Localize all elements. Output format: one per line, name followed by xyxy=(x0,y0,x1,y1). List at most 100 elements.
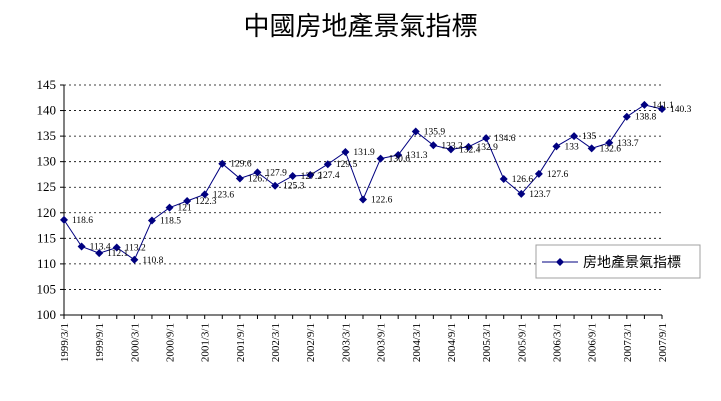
y-tick-label-110: 110 xyxy=(37,256,56,271)
data-point-marker xyxy=(446,145,455,154)
x-tick-label: 2000/3/1 xyxy=(129,323,141,362)
data-point-marker xyxy=(359,195,367,204)
data-label: 126.7 xyxy=(248,175,270,185)
data-label: 112.1 xyxy=(107,249,128,259)
legend-marker xyxy=(556,258,564,266)
data-label: 110.8 xyxy=(142,256,163,266)
data-point-marker xyxy=(394,151,403,160)
x-tick-label: 2003/3/1 xyxy=(340,323,352,362)
y-tick-label-100: 100 xyxy=(37,307,57,322)
data-label: 133.7 xyxy=(617,139,639,149)
data-point-marker xyxy=(200,190,209,199)
x-tick-label: 2004/3/1 xyxy=(411,323,423,362)
x-tick-label: 2002/3/1 xyxy=(270,323,282,362)
data-point-marker xyxy=(517,189,526,198)
data-point-marker xyxy=(482,134,491,143)
data-point-marker xyxy=(271,181,280,190)
x-tick-label: 2001/3/1 xyxy=(200,323,212,362)
data-point-marker xyxy=(534,169,543,178)
data-label: 118.6 xyxy=(72,216,93,226)
data-label: 132.9 xyxy=(477,143,499,153)
data-label: 118.5 xyxy=(160,216,181,226)
x-tick-label: 2007/3/1 xyxy=(622,323,634,362)
x-tick-label: 2000/9/1 xyxy=(165,323,177,362)
data-label: 132.6 xyxy=(600,144,622,154)
data-label: 122.3 xyxy=(195,197,217,207)
data-label: 141.1 xyxy=(652,101,674,111)
data-point-marker xyxy=(235,174,244,183)
data-point-marker xyxy=(323,160,332,169)
y-tick-label-115: 115 xyxy=(37,230,56,245)
legend-label: 房地產景氣指標 xyxy=(583,254,681,271)
data-label: 129.6 xyxy=(230,160,252,170)
x-tick-label: 1999/9/1 xyxy=(94,323,106,362)
series-group xyxy=(60,100,666,264)
data-label: 126.6 xyxy=(512,175,534,185)
data-label: 131.9 xyxy=(353,148,375,158)
data-point-marker xyxy=(376,154,385,163)
data-point-marker xyxy=(411,127,420,136)
data-label: 113.2 xyxy=(125,244,146,254)
y-axis-ticks: 100 105 110 115 120 125 130 135 140 145 xyxy=(37,77,64,322)
data-point-marker xyxy=(605,138,614,147)
data-point-marker xyxy=(658,105,666,114)
chart-title: 中國房地產景氣指標 xyxy=(243,12,478,42)
legend: 房地產景氣指標 xyxy=(535,244,701,279)
data-label: 121 xyxy=(178,204,193,214)
data-point-marker xyxy=(288,171,297,180)
data-label: 135.9 xyxy=(424,128,446,138)
data-label: 134.6 xyxy=(494,134,516,144)
data-label: 125.3 xyxy=(283,182,305,192)
data-label: 123.6 xyxy=(213,190,235,200)
data-label: 130.6 xyxy=(389,155,411,165)
data-point-marker xyxy=(570,132,579,141)
x-tick-label: 2006/9/1 xyxy=(587,323,599,362)
data-point-marker xyxy=(130,255,139,264)
data-point-marker xyxy=(218,159,227,168)
x-tick-label: 2001/9/1 xyxy=(235,323,247,362)
data-label: 123.7 xyxy=(529,190,551,200)
data-point-marker xyxy=(112,243,121,252)
x-tick-label: 2002/9/1 xyxy=(305,323,317,362)
data-point-marker xyxy=(165,203,174,212)
data-label: 131.3 xyxy=(406,151,428,161)
data-label: 133 xyxy=(564,142,579,152)
data-point-marker xyxy=(183,197,192,206)
data-label: 127.4 xyxy=(318,171,340,181)
data-label: 129.5 xyxy=(336,160,358,170)
x-tick-label: 1999/3/1 xyxy=(59,323,71,362)
y-tick-label-135: 135 xyxy=(37,128,57,143)
data-label: 127.9 xyxy=(265,168,287,178)
data-point-marker xyxy=(587,144,596,153)
data-labels: 118.6113.4112.1113.2110.8118.5121122.312… xyxy=(72,101,692,266)
data-point-marker xyxy=(60,215,68,224)
data-label: 122.6 xyxy=(371,195,393,205)
series-line xyxy=(63,104,663,261)
y-tick-label-145: 145 xyxy=(37,77,57,92)
y-tick-label-125: 125 xyxy=(37,179,57,194)
data-label: 140.3 xyxy=(670,105,692,115)
data-point-marker xyxy=(77,242,86,251)
x-tick-label: 2005/9/1 xyxy=(516,323,528,362)
data-label: 138.8 xyxy=(635,113,657,123)
x-tick-label: 2007/9/1 xyxy=(657,323,669,362)
data-point-marker xyxy=(622,112,631,121)
data-label: 132.4 xyxy=(459,145,481,155)
data-label: 127.6 xyxy=(547,170,569,180)
x-tick-label: 2006/3/1 xyxy=(551,323,563,362)
y-tick-label-140: 140 xyxy=(37,103,57,118)
x-tick-label: 2005/3/1 xyxy=(481,323,493,362)
x-tick-label: 2004/9/1 xyxy=(446,323,458,362)
y-tick-label-105: 105 xyxy=(37,281,57,296)
y-tick-label-130: 130 xyxy=(37,154,57,169)
data-point-marker xyxy=(253,168,262,177)
data-label: 127.2 xyxy=(301,172,323,182)
data-point-marker xyxy=(341,147,350,156)
data-label: 113.4 xyxy=(90,243,111,253)
data-point-marker xyxy=(499,175,508,184)
data-point-marker xyxy=(306,170,315,179)
data-point-marker xyxy=(552,142,561,151)
y-tick-label-120: 120 xyxy=(37,205,57,220)
data-point-marker xyxy=(95,249,104,258)
